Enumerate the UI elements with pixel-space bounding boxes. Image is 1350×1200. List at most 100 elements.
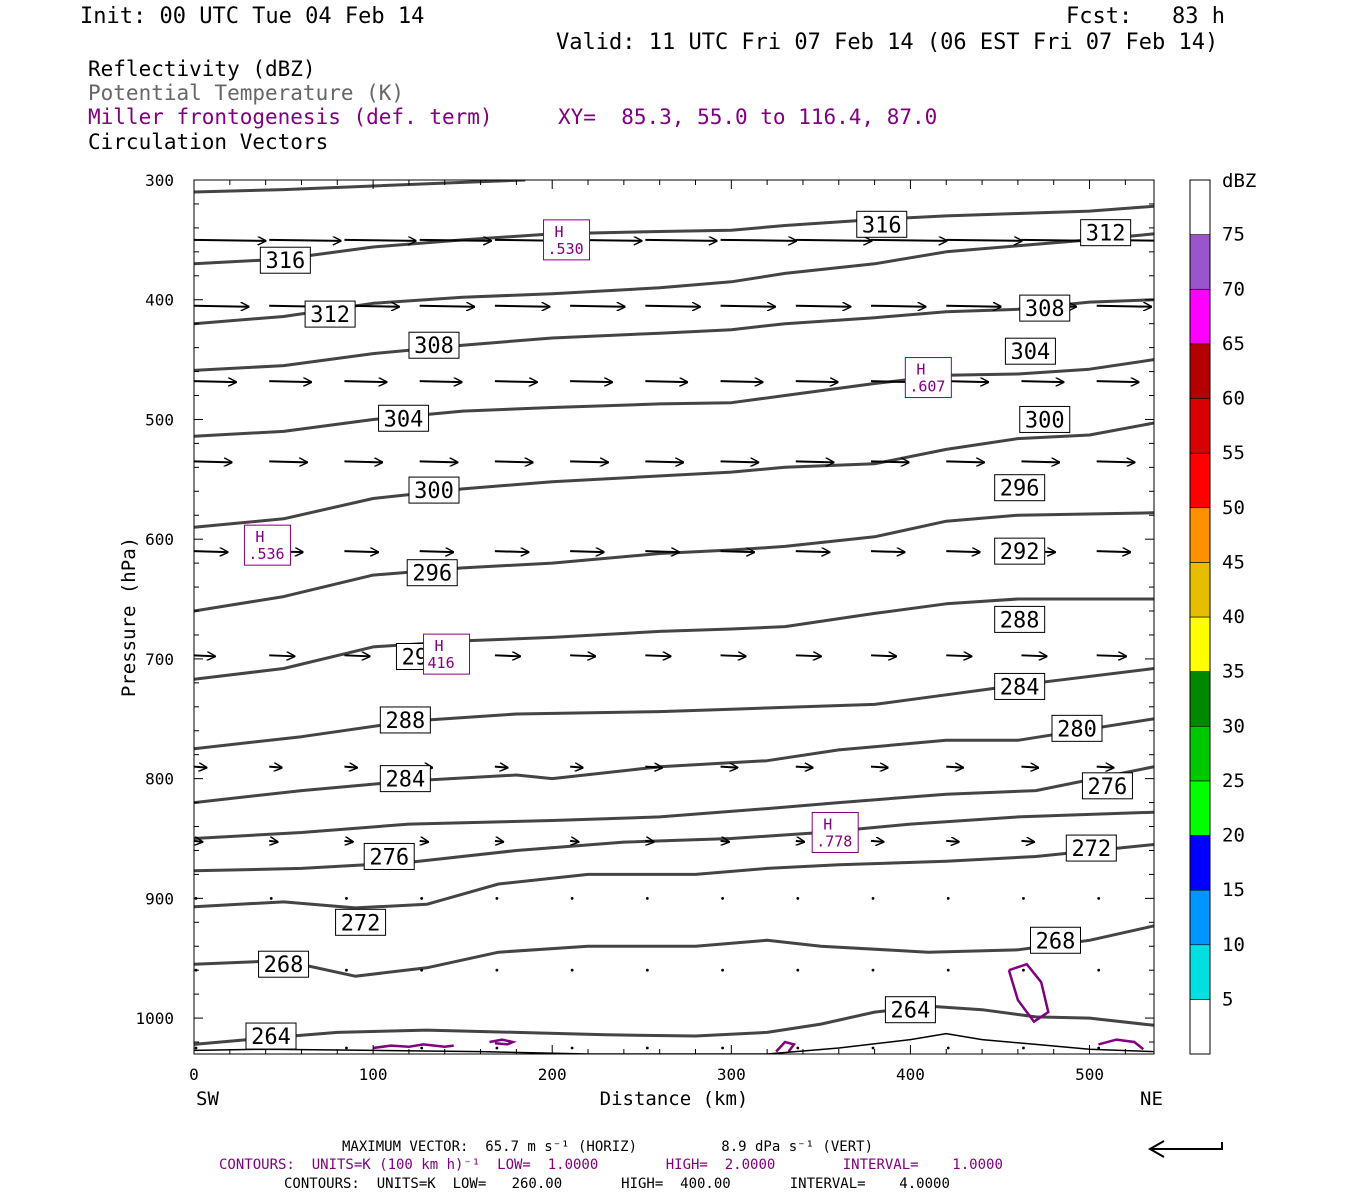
circulation-vector [645,381,687,382]
valid-time: Valid: 11 UTC Fri 07 Feb 14 (06 EST Fri … [556,30,1219,55]
theta-label-288: 288 [379,706,431,734]
circulation-vector [194,381,236,382]
colorbar-segment [1189,999,1211,1055]
circulation-vector [570,767,583,768]
theta-contour-276 [194,810,1154,873]
circulation-vector [1097,968,1101,972]
theta-label-text: 280 [1057,717,1097,742]
colorbar-level-label: 45 [1222,551,1245,573]
colorbar-level-label: 20 [1222,825,1245,847]
circulation-vector [870,655,896,656]
theta-label-288: 288 [994,605,1046,633]
colorbar-unit: dBZ [1222,170,1256,192]
circulation-vector [494,381,537,382]
circulation-vector [494,767,508,768]
circulation-vector [721,896,724,900]
circulation-vector [419,306,475,307]
theta-label-292: 292 [994,537,1046,565]
theta-label-text: 268 [1036,929,1076,954]
x-tick-label: 100 [359,1065,388,1084]
circulation-vector [795,306,851,307]
theta-contour-320 [194,180,526,194]
circulation-vector [344,461,382,462]
circulation-vector [269,381,311,382]
theta-contour-296 [194,511,1154,613]
miller-high-label: H [823,816,832,834]
circulation-vector [269,240,340,241]
circulation-vector [570,841,578,842]
x-axis-label: Distance (km) [600,1088,749,1110]
circulation-vector [946,1046,950,1050]
circulation-vector [720,461,759,462]
circulation-vector [344,381,386,382]
circulation-vector [645,968,649,972]
circulation-vector [1021,841,1034,842]
theta-label-text: 268 [264,953,304,978]
title-circulation-vectors: Circulation Vectors [88,130,329,154]
circulation-vector [796,896,800,900]
circulation-vector [419,381,462,382]
circulation-vector [645,306,700,307]
circulation-vector [570,551,604,552]
circulation-vector [344,240,415,241]
circulation-vector [795,461,834,462]
circulation-vector [1096,655,1126,656]
theta-label-304: 304 [378,404,430,432]
cross-section-endpoints: XY= 85.3, 55.0 to 116.4, 87.0 [558,105,938,129]
theta-label-264: 264 [884,996,936,1024]
y-tick-label: 900 [145,889,174,908]
circulation-vector [194,1046,198,1050]
theta-label-280: 280 [1051,714,1103,742]
miller-contour [1007,962,1050,1024]
theta-label-276: 276 [363,842,415,870]
y-tick-label: 400 [145,291,174,310]
theta-contour-288 [194,667,1154,751]
colorbar-segment [1189,780,1211,836]
colorbar-level-label: 75 [1222,224,1245,246]
theta-label-316: 316 [856,210,908,238]
circulation-vector [946,461,984,462]
theta-label-text: 284 [385,768,425,793]
footer-contours-miller: CONTOURS: UNITS=K (100 km h)⁻¹ LOW= 1.00… [219,1157,1003,1173]
theta-label-text: 304 [1011,340,1051,365]
theta-label-text: 264 [251,1025,291,1050]
circulation-vector [494,655,520,656]
y-tick-label: 500 [145,410,174,429]
miller-high-value: .778 [816,833,852,851]
circulation-vector [420,968,424,972]
circulation-vector [946,240,1022,241]
circulation-vector [795,655,821,656]
theta-label-272: 272 [335,908,387,936]
circulation-vector [570,896,574,900]
circulation-vector [720,655,746,656]
circulation-vector [495,968,499,972]
colorbar-level-label: 15 [1222,879,1245,901]
circulation-vector [870,306,926,307]
theta-label-text: 304 [384,407,424,432]
colorbar-level-label: 25 [1222,770,1245,792]
circulation-vector [721,841,729,842]
theta-label-text: 300 [414,479,454,504]
colorbar-segment [1189,452,1211,509]
colorbar-segment [1189,725,1211,782]
circulation-vector [1096,381,1139,382]
miller-high-value: .530 [548,240,584,258]
colorbar-level-label: 10 [1222,934,1245,956]
circulation-vector [946,767,963,768]
circulation-vector [871,968,875,972]
theta-label-text: 308 [1025,297,1065,322]
theta-label-276: 276 [1081,772,1133,800]
theta-label-300: 300 [1019,405,1071,433]
x-tick-label: 400 [896,1065,925,1084]
circulation-vector [720,767,738,768]
circulation-vector [269,841,277,842]
y-axis-label: Pressure (hPa) [118,537,140,697]
footer-contours-theta: CONTOURS: UNITS=K LOW= 260.00 HIGH= 400.… [284,1176,950,1192]
circulation-vector [420,1046,424,1050]
circulation-vector [494,461,533,462]
theta-label-text: 272 [1071,837,1111,862]
miller-contour [775,1040,797,1053]
circulation-vector [645,841,653,842]
